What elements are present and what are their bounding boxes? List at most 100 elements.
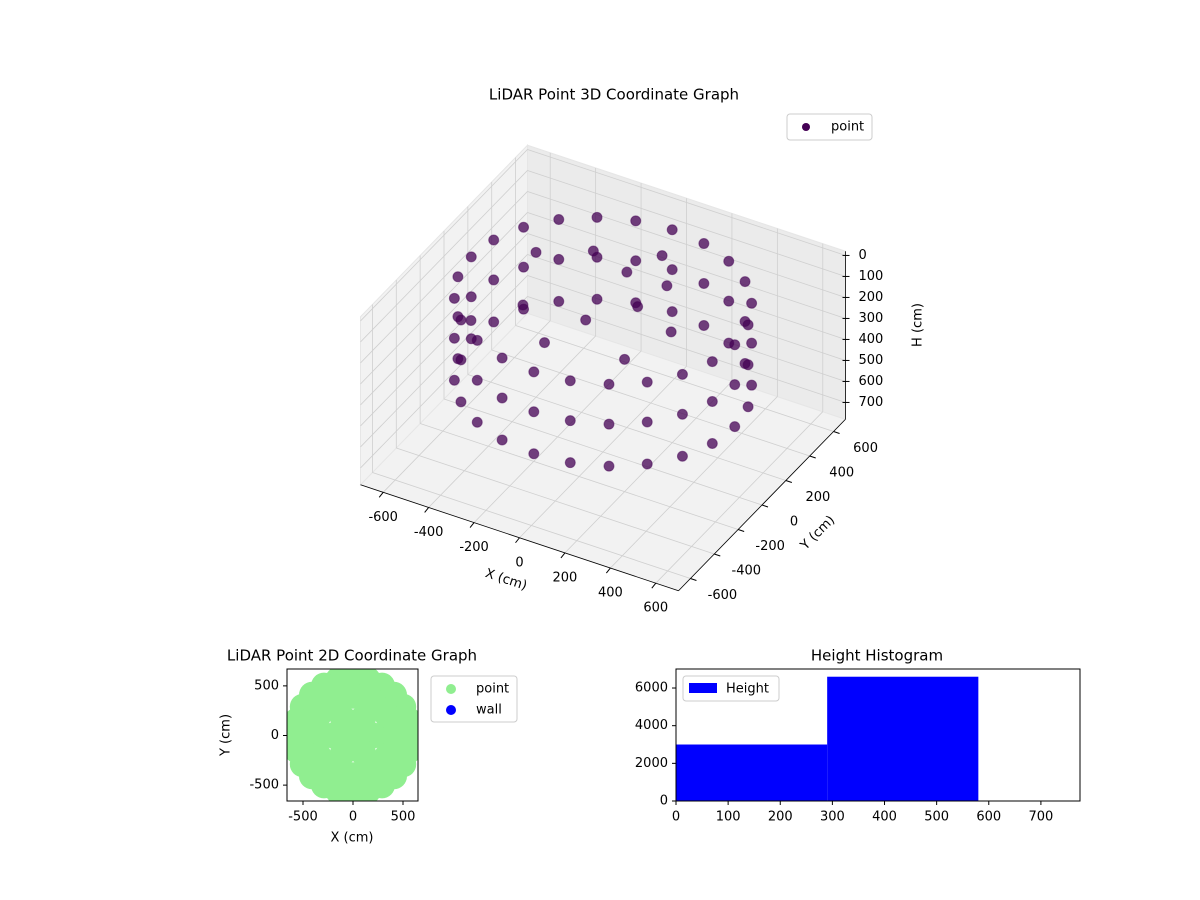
x-tick-label: 400	[598, 586, 623, 601]
point	[564, 375, 576, 387]
y-tick-label: 4000	[635, 718, 668, 733]
point	[630, 215, 642, 227]
point	[698, 238, 710, 250]
legend-label: Height	[726, 682, 769, 697]
point	[641, 416, 653, 428]
point	[706, 437, 718, 449]
y-tick-label: 2000	[635, 756, 668, 771]
grid-line	[491, 349, 810, 457]
point	[676, 408, 688, 420]
y-tick	[761, 504, 769, 508]
plot-area	[287, 669, 418, 801]
grid-line	[360, 212, 528, 385]
point	[729, 379, 741, 391]
point	[641, 376, 653, 388]
grid-line	[527, 254, 846, 361]
point	[305, 702, 332, 729]
grid-line	[360, 233, 528, 406]
point	[340, 682, 366, 709]
legend-label: point	[476, 682, 509, 697]
z-tick-label: 200	[859, 290, 884, 305]
y-tick-label: 0	[660, 794, 668, 809]
point	[448, 374, 460, 386]
y-tick-label: 0	[271, 728, 279, 743]
point	[564, 415, 576, 427]
legend-marker	[689, 683, 717, 693]
point	[496, 352, 508, 364]
point	[676, 368, 688, 380]
grid-line	[360, 296, 528, 469]
point	[676, 450, 688, 462]
legend-marker	[446, 705, 456, 715]
bar	[827, 676, 979, 801]
point	[488, 234, 500, 246]
grid-line	[443, 398, 763, 506]
legend-marker	[802, 123, 810, 131]
y-tick-label: -400	[732, 564, 762, 579]
point	[666, 306, 678, 318]
axis-line	[678, 418, 846, 592]
x-tick	[469, 522, 475, 528]
point	[603, 378, 615, 390]
point	[374, 742, 401, 769]
y-tick	[737, 529, 745, 532]
point	[587, 245, 599, 257]
x-tick	[605, 567, 611, 574]
x-axis-label: X (cm)	[331, 831, 374, 846]
point	[452, 271, 464, 283]
point	[380, 722, 406, 749]
point	[666, 264, 678, 276]
point	[739, 316, 751, 328]
x-tick-label: 200	[768, 810, 793, 825]
x-tick	[560, 552, 566, 559]
legend-label: point	[831, 120, 864, 135]
point	[619, 353, 631, 365]
x-tick-label: 100	[716, 810, 741, 825]
x-tick-label: 0	[672, 810, 680, 825]
y-tick-label: 6000	[635, 681, 668, 696]
x-tick-label: -400	[414, 525, 444, 540]
point	[518, 221, 530, 233]
y-tick-label: -500	[249, 778, 279, 793]
point	[656, 250, 668, 262]
point	[564, 457, 576, 469]
z-tick-label: 500	[859, 353, 884, 368]
grid-line	[527, 233, 846, 340]
point	[641, 458, 653, 470]
legend-box	[682, 675, 780, 702]
y-tick	[809, 455, 816, 459]
point	[488, 274, 500, 286]
point	[603, 418, 615, 430]
x-tick-label: 600	[976, 810, 1001, 825]
point	[666, 224, 678, 236]
point	[528, 366, 540, 378]
point	[452, 353, 464, 365]
y-tick	[690, 578, 697, 581]
x-tick	[424, 507, 430, 513]
z-tick-label: 300	[859, 311, 884, 326]
point	[448, 332, 460, 344]
grid-line	[527, 275, 846, 382]
chart-title: LiDAR Point 3D Coordinate Graph	[489, 86, 739, 104]
legend-label: wall	[476, 703, 502, 718]
grid-line	[527, 170, 846, 277]
grid-line	[527, 191, 846, 298]
x-tick	[378, 492, 384, 498]
grid-line	[527, 149, 846, 256]
point	[448, 292, 460, 304]
z-tick-label: 400	[859, 332, 884, 347]
x-tick-label: 600	[643, 601, 668, 616]
x-tick-label: 700	[1028, 810, 1053, 825]
z-tick-label: 700	[859, 395, 884, 410]
bar	[676, 744, 828, 801]
point	[746, 337, 758, 349]
chart-title: LiDAR Point 2D Coordinate Graph	[227, 647, 477, 665]
point	[665, 326, 677, 338]
point	[518, 261, 530, 273]
legend-box	[786, 113, 873, 141]
z-tick-label: 0	[859, 248, 867, 263]
x-tick-label: 400	[872, 810, 897, 825]
y-tick-label: 400	[829, 466, 854, 481]
point	[465, 291, 477, 303]
